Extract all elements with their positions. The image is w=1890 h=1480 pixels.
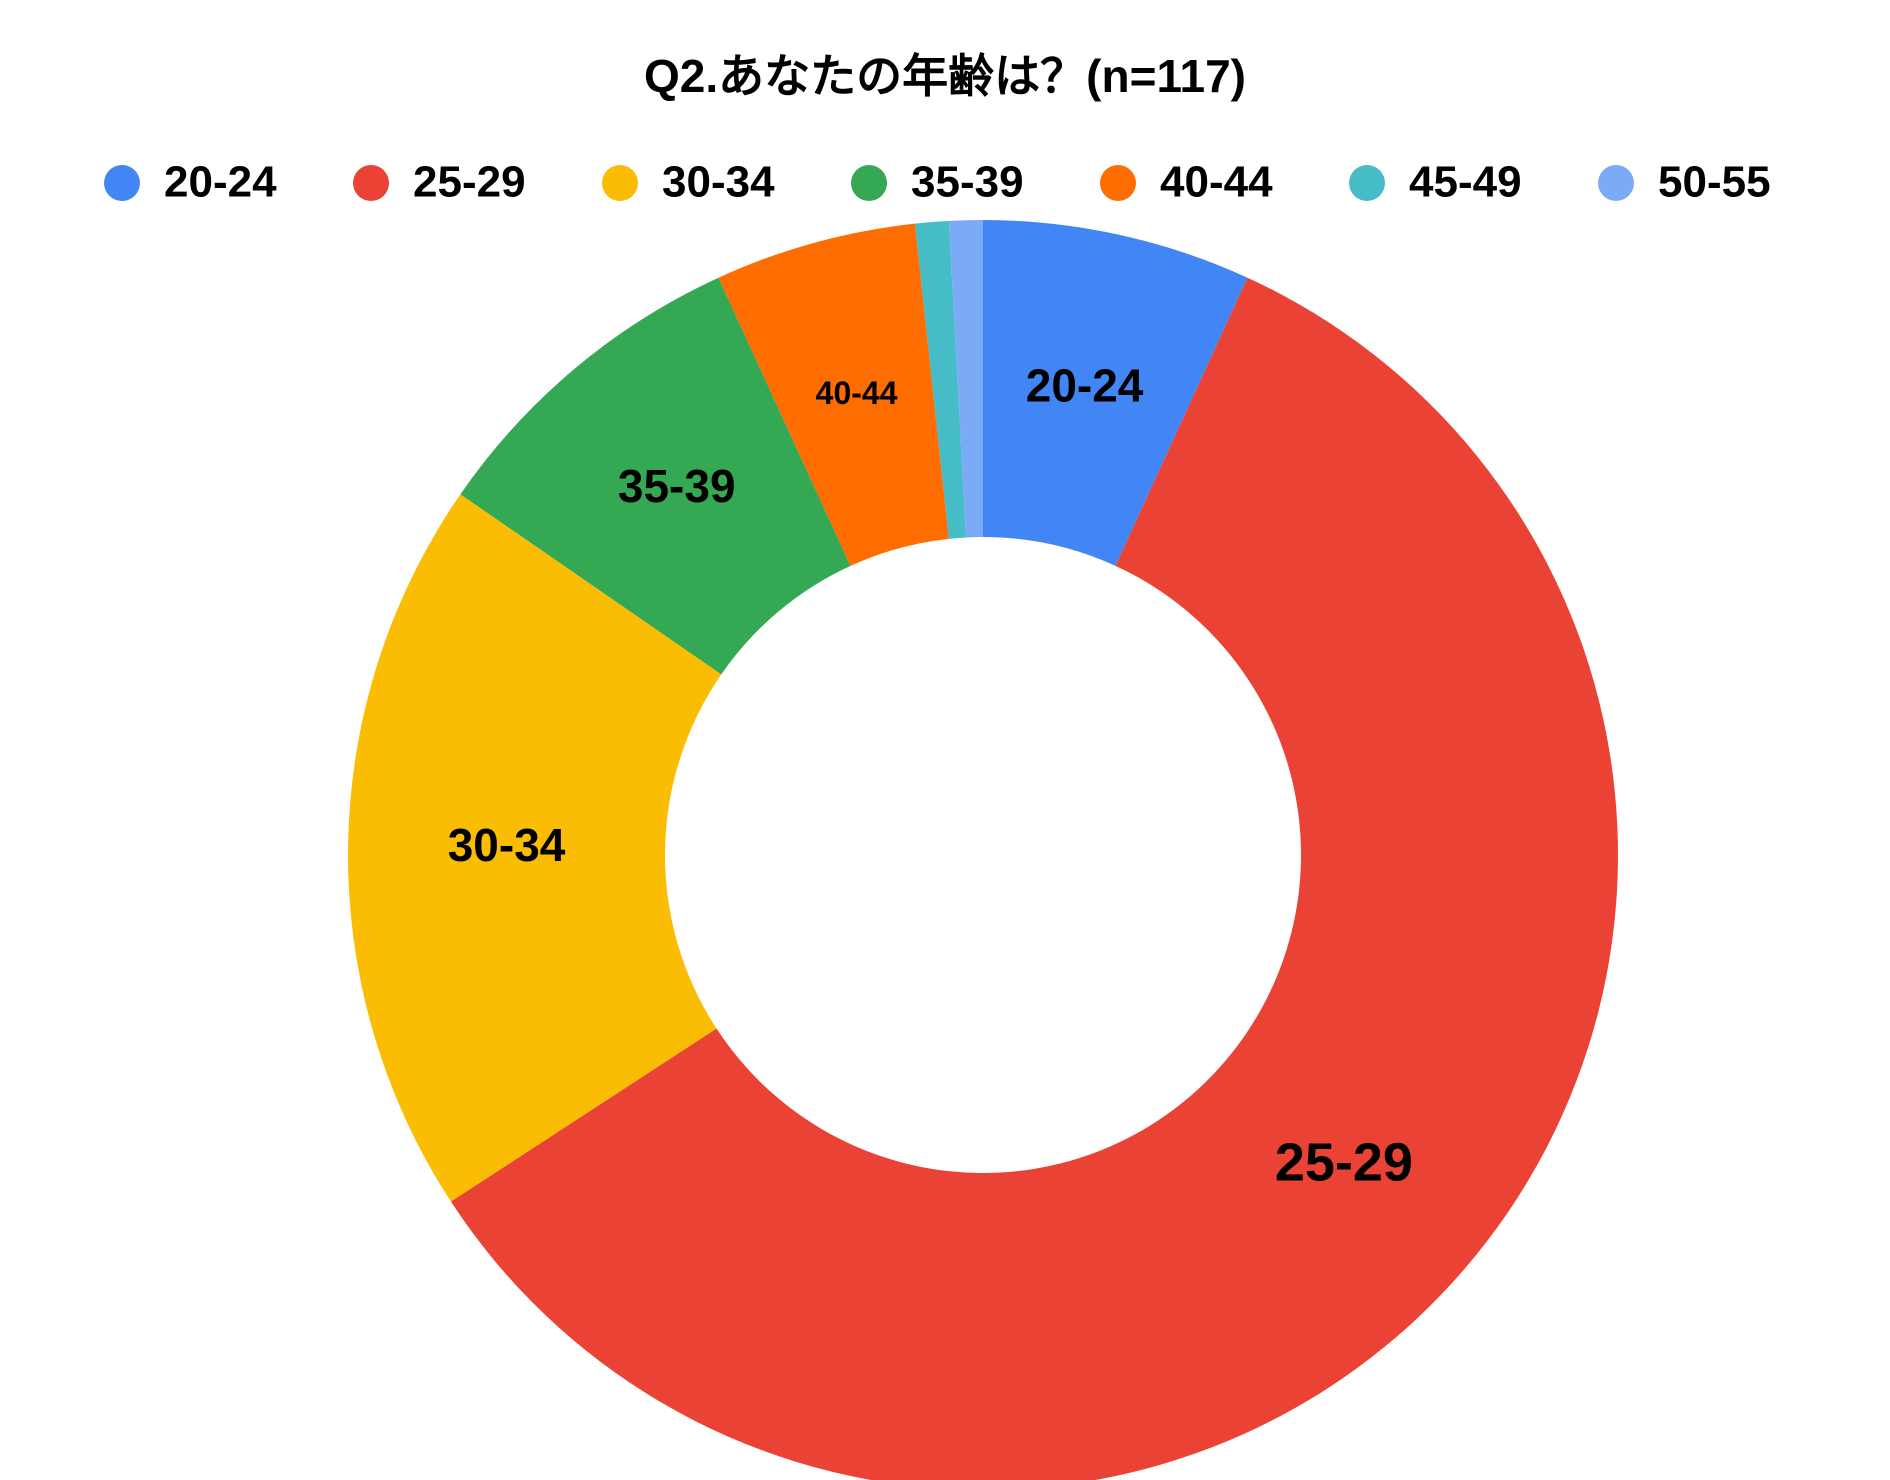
legend-swatch xyxy=(353,165,389,201)
donut-slice xyxy=(718,223,949,566)
donut-slice xyxy=(948,220,983,538)
legend-swatch xyxy=(1598,165,1634,201)
slice-label: 40-44 xyxy=(816,375,898,411)
donut-slice xyxy=(983,220,1248,566)
legend-label: 25-29 xyxy=(413,158,526,207)
slice-label: 20-24 xyxy=(1026,360,1144,412)
donut-slice xyxy=(460,277,851,675)
donut-slice xyxy=(348,494,722,1202)
legend-swatch xyxy=(602,165,638,201)
legend-swatch xyxy=(104,165,140,201)
legend-swatch xyxy=(851,165,887,201)
slice-label: 30-34 xyxy=(448,819,566,871)
legend-label: 50-55 xyxy=(1658,158,1771,207)
legend-swatch xyxy=(1349,165,1385,201)
chart-title: Q2.あなたの年齢は？(n=117) xyxy=(644,50,1246,102)
donut-slice xyxy=(914,220,966,539)
slice-label: 35-39 xyxy=(618,460,736,512)
legend-label: 40-44 xyxy=(1160,158,1273,207)
legend-label: 35-39 xyxy=(911,158,1024,207)
legend-label: 20-24 xyxy=(164,158,277,207)
legend-swatch xyxy=(1100,165,1136,201)
legend-label: 30-34 xyxy=(662,158,775,207)
donut-slice xyxy=(450,277,1618,1480)
slice-label: 25-29 xyxy=(1275,1132,1413,1192)
legend-label: 45-49 xyxy=(1409,158,1522,207)
